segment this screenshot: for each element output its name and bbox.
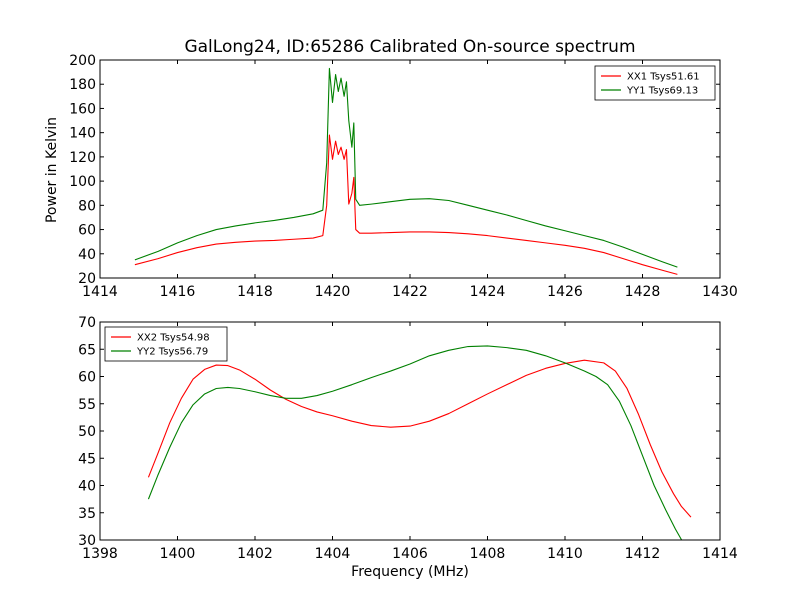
- x-tick-label: 1418: [237, 284, 273, 300]
- y-tick-label: 100: [69, 174, 96, 190]
- x-axis-label-bottom: Frequency (MHz): [351, 564, 469, 580]
- legend: XX2 Tsys54.98 YY2 Tsys56.79: [104, 326, 228, 362]
- x-tick-label: 1398: [82, 546, 118, 562]
- y-tick-label: 50: [78, 424, 96, 440]
- x-tick-label: 1424: [470, 284, 506, 300]
- legend-label: YY2 Tsys56.79: [136, 347, 208, 358]
- x-tick-label: 1426: [547, 284, 583, 300]
- y-axis-label-top: Power in Kelvin: [44, 117, 60, 223]
- y-tick-label: 80: [78, 198, 96, 214]
- legend: XX1 Tsys51.61 YY1 Tsys69.13: [594, 65, 716, 101]
- x-tick-label: 1412: [625, 546, 661, 562]
- y-tick-label: 180: [69, 77, 96, 93]
- bottom-panel: 1398 1400 1402 1404 1406 1408 1410 1412 1414 30 35…: [78, 315, 738, 562]
- legend-label: XX1 Tsys51.61: [627, 72, 700, 83]
- y-tick-label: 55: [78, 397, 96, 413]
- y-tick-label: 70: [78, 315, 96, 331]
- y-tick-label: 60: [78, 370, 96, 386]
- series-line-1-1: [134, 134, 678, 275]
- y-tick-label: 140: [69, 126, 96, 142]
- series-line-1-2: [134, 67, 678, 268]
- y-tick-label: 160: [69, 101, 96, 117]
- y-tick-label: 40: [78, 247, 96, 263]
- x-tick-label: 1402: [237, 546, 273, 562]
- x-tick-label: 1422: [392, 284, 428, 300]
- y-tick-label: 40: [78, 479, 96, 495]
- x-tick-label: 1428: [625, 284, 661, 300]
- y-tick-label: 200: [69, 53, 96, 69]
- x-tick-label: 1410: [547, 546, 583, 562]
- y-tick-label: 30: [78, 533, 96, 549]
- series-line-2-2: [147, 345, 683, 540]
- x-tick-label: 1420: [315, 284, 351, 300]
- legend-label: YY1 Tsys69.13: [626, 86, 698, 97]
- x-tick-label: 1414: [702, 546, 738, 562]
- x-tick-label: 1400: [160, 546, 196, 562]
- x-tick-label: 1404: [315, 546, 351, 562]
- chart-title: GalLong24, ID:65286 Calibrated On-source…: [184, 37, 635, 57]
- top-panel: 1414 1416 1418 1420 1422 1424 1426 1428 1430 20 40…: [69, 53, 738, 300]
- y-tick-label: 45: [78, 451, 96, 467]
- legend-label: XX2 Tsys54.98: [137, 333, 210, 344]
- y-tick-label: 35: [78, 506, 96, 522]
- y-tick-label: 65: [78, 342, 96, 358]
- series-line-2-1: [147, 359, 692, 518]
- y-tick-label: 120: [69, 150, 96, 166]
- x-tick-label: 1416: [160, 284, 196, 300]
- x-tick-label: 1406: [392, 546, 428, 562]
- y-tick-label: 60: [78, 223, 96, 239]
- x-tick-label: 1414: [82, 284, 118, 300]
- x-tick-label: 1430: [702, 284, 738, 300]
- y-tick-label: 20: [78, 271, 96, 287]
- x-tick-label: 1408: [470, 546, 506, 562]
